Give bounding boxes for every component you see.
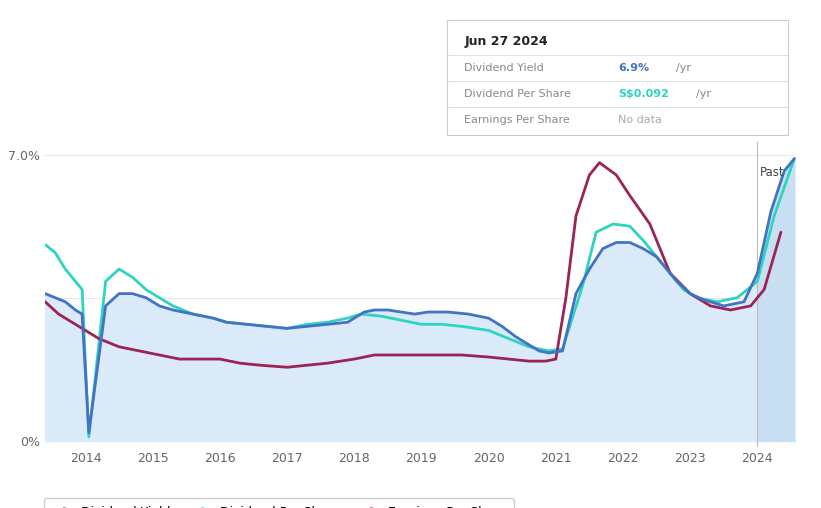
Text: No data: No data xyxy=(618,115,662,125)
Text: Earnings Per Share: Earnings Per Share xyxy=(465,115,571,125)
Text: S$0.092: S$0.092 xyxy=(618,89,668,99)
Text: Dividend Yield: Dividend Yield xyxy=(465,63,544,73)
Text: /yr: /yr xyxy=(676,63,690,73)
Legend: Dividend Yield, Dividend Per Share, Earnings Per Share: Dividend Yield, Dividend Per Share, Earn… xyxy=(44,498,514,508)
Text: Dividend Per Share: Dividend Per Share xyxy=(465,89,571,99)
Text: /yr: /yr xyxy=(696,89,711,99)
Text: Past: Past xyxy=(760,167,785,179)
Text: 6.9%: 6.9% xyxy=(618,63,649,73)
Text: Jun 27 2024: Jun 27 2024 xyxy=(465,35,548,48)
